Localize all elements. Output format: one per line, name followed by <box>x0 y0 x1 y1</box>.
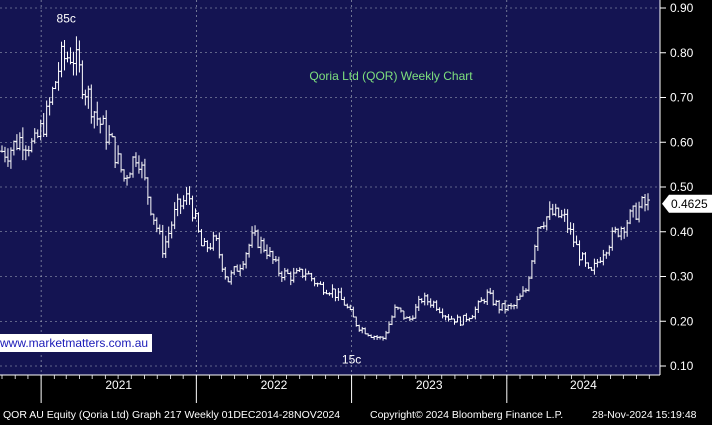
y-tick-label: 0.50 <box>670 180 694 194</box>
x-axis: 2021 2022 2023 2024 <box>0 374 660 403</box>
price-chart: 0.10 0.20 0.30 0.40 0.50 0.60 0.70 0.80 0.90 202… <box>0 0 712 405</box>
y-tick-label: 0.60 <box>670 135 694 149</box>
x-tick-label: 2022 <box>261 378 288 392</box>
footer-security-info: QOR AU Equity (Qoria Ltd) Graph 217 Week… <box>3 409 341 421</box>
annotation-label: 15c <box>342 353 361 367</box>
footer-copyright: Copyright© 2024 Bloomberg Finance L.P. <box>370 409 564 421</box>
grid-lines <box>0 0 660 375</box>
y-tick-label: 0.20 <box>670 314 694 328</box>
y-tick-label: 0.70 <box>670 91 694 105</box>
last-price-tag: 0.4625 <box>662 194 712 213</box>
chart-title: Qoria Ltd (QOR) Weekly Chart <box>309 69 473 83</box>
price-tag-shape <box>662 194 712 213</box>
y-tick-label: 0.10 <box>670 359 694 373</box>
y-axis: 0.10 0.20 0.30 0.40 0.50 0.60 0.70 0.80 0.90 <box>659 0 694 375</box>
x-tick-label: 2021 <box>105 378 132 392</box>
x-tick-label: 2023 <box>416 378 443 392</box>
annotations: 85c 15c <box>57 11 362 366</box>
y-tick-label: 0.40 <box>670 225 694 239</box>
y-tick-label: 0.90 <box>670 1 694 15</box>
axis-strip <box>0 375 712 405</box>
price-tag-label: 0.4625 <box>671 197 708 211</box>
ohlc-bars <box>0 36 650 341</box>
y-tick-label: 0.30 <box>670 270 694 284</box>
plot-area <box>0 0 660 375</box>
y-tick-label: 0.80 <box>670 46 694 60</box>
footer: QOR AU Equity (Qoria Ltd) Graph 217 Week… <box>0 405 712 425</box>
footer-timestamp: 28-Nov-2024 15:19:48 <box>592 409 697 421</box>
ohlc-bar <box>646 193 650 211</box>
annotation-label: 85c <box>57 11 76 25</box>
watermark: www.marketmatters.com.au <box>0 334 153 352</box>
x-tick-label: 2024 <box>570 378 597 392</box>
